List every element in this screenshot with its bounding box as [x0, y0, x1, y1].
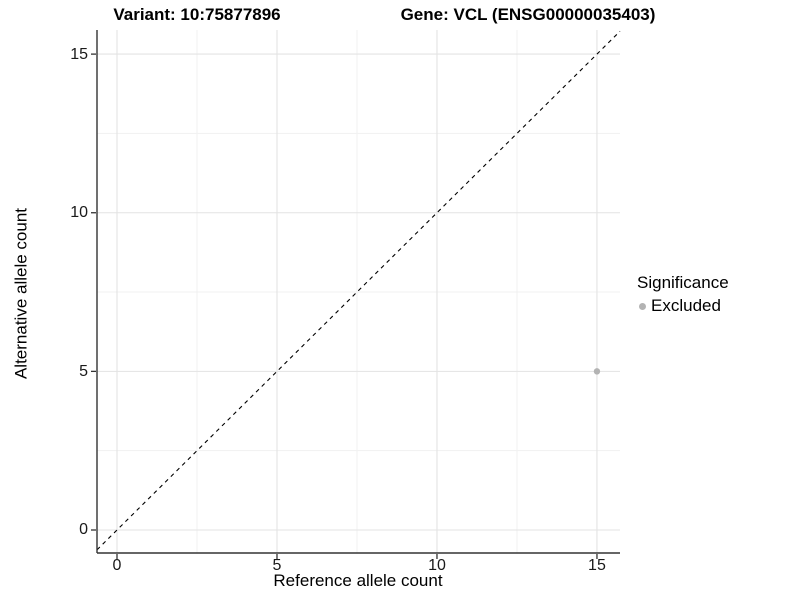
legend: Significance Excluded [637, 273, 729, 316]
plot-title-gene: Gene: VCL (ENSG00000035403) [400, 5, 656, 24]
plot-title-variant: Variant: 10:75877896 [113, 5, 281, 24]
identity-dashed-line [96, 30, 621, 551]
y-tick-label: 5 [79, 362, 88, 380]
y-tick-label: 0 [79, 521, 88, 539]
x-tick-label: 5 [272, 557, 282, 574]
x-axis-title: Reference allele count [273, 571, 443, 590]
legend-marker-dot [639, 302, 646, 310]
legend-title: Significance [637, 273, 729, 292]
x-tick-label: 0 [112, 557, 122, 574]
x-tick-label: 15 [588, 557, 606, 574]
x-tick-label: 10 [428, 557, 446, 574]
y-tick-label: 15 [70, 45, 88, 63]
legend-item-excluded: Excluded [637, 296, 729, 316]
y-axis-title: Alternative allele count [11, 207, 31, 380]
data-point [593, 368, 601, 375]
legend-item-label: Excluded [651, 296, 721, 315]
y-tick-label: 10 [70, 204, 88, 222]
